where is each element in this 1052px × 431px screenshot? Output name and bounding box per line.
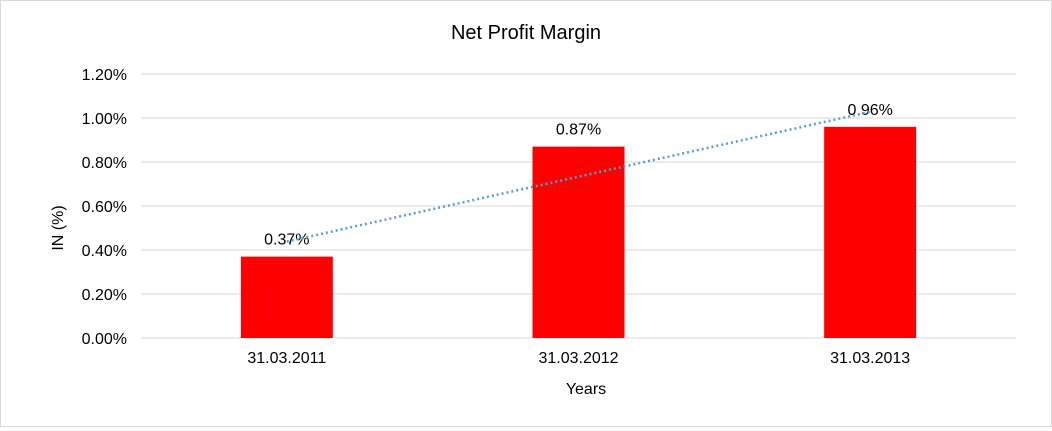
x-tick-label: 31.03.2013 xyxy=(830,350,910,367)
y-tick-label: 0.40% xyxy=(82,243,127,260)
data-label: 0.87% xyxy=(556,122,601,139)
y-tick-label: 0.80% xyxy=(82,155,127,172)
y-axis-label: IN (%) xyxy=(50,205,67,250)
bar xyxy=(532,146,625,338)
y-tick-label: 1.00% xyxy=(82,111,127,128)
y-tick-label: 0.00% xyxy=(82,331,127,348)
x-tick-label: 31.03.2011 xyxy=(247,350,326,367)
y-tick-label: 0.60% xyxy=(82,199,127,216)
x-tick-label: 31.03.2012 xyxy=(538,350,618,367)
chart-title: Net Profit Margin xyxy=(451,22,601,44)
x-axis-label: Years xyxy=(566,381,606,398)
bar xyxy=(240,256,333,338)
bar xyxy=(824,126,917,338)
y-tick-label: 0.20% xyxy=(82,287,127,304)
data-label: 0.37% xyxy=(264,232,309,249)
y-tick-label: 1.20% xyxy=(82,67,127,84)
